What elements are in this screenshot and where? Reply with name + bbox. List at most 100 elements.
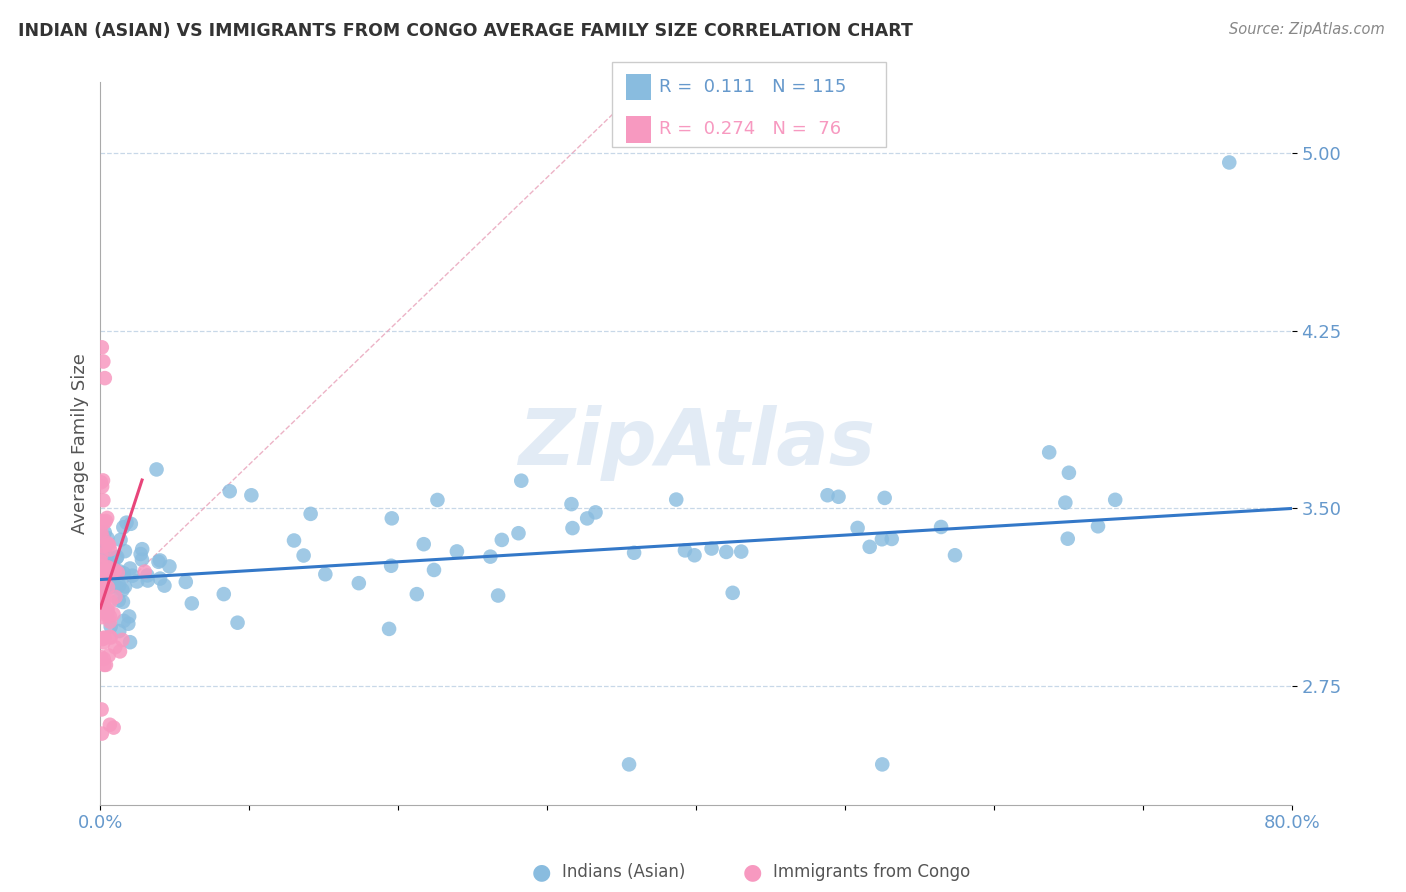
Point [94, 371, 117, 385]
Point [423, 563, 446, 577]
Point [89, 514, 111, 528]
Point [1038, 445, 1060, 459]
Point [104, 640, 127, 655]
Point [93, 574, 115, 589]
Point [665, 492, 688, 507]
Point [101, 567, 124, 582]
Point [212, 587, 235, 601]
Text: R =  0.111   N = 115: R = 0.111 N = 115 [659, 78, 846, 95]
Point [226, 615, 249, 630]
Point [91, 571, 114, 585]
Point [107, 566, 129, 580]
Point [103, 561, 125, 575]
Point [105, 550, 128, 565]
Point [93, 652, 115, 666]
Point [93, 576, 115, 591]
Point [91, 591, 114, 605]
Point [510, 474, 533, 488]
Point [91, 546, 114, 560]
Point [103, 607, 125, 621]
Point [149, 553, 172, 567]
Point [96, 549, 118, 563]
Point [240, 488, 263, 502]
Point [104, 579, 127, 593]
Point [90, 516, 112, 531]
Point [90, 524, 112, 539]
Point [103, 721, 125, 735]
Point [115, 516, 138, 530]
Point [108, 644, 131, 658]
Point [100, 594, 122, 608]
Point [91, 569, 114, 583]
Point [103, 569, 125, 583]
Point [283, 533, 305, 548]
Point [98, 564, 121, 578]
Text: ●: ● [742, 863, 762, 882]
Point [929, 520, 952, 534]
Point [93, 563, 115, 577]
Point [93, 493, 115, 508]
Point [91, 539, 114, 553]
Point [96, 536, 118, 550]
Point [90, 475, 112, 490]
Point [136, 574, 159, 588]
Point [91, 598, 114, 612]
Point [96, 605, 118, 619]
Point [93, 657, 115, 672]
Point [90, 650, 112, 665]
Point [1087, 519, 1109, 533]
Point [90, 548, 112, 562]
Point [159, 559, 181, 574]
Point [136, 568, 159, 582]
Point [111, 583, 134, 598]
Point [131, 552, 153, 566]
Point [118, 609, 141, 624]
Point [93, 516, 115, 530]
Point [90, 559, 112, 574]
Point [98, 718, 121, 732]
Point [114, 544, 136, 558]
Point [117, 616, 139, 631]
Point [617, 757, 640, 772]
Point [145, 462, 167, 476]
Point [673, 543, 696, 558]
Point [118, 635, 141, 649]
Point [108, 624, 131, 638]
Text: R =  0.274   N =  76: R = 0.274 N = 76 [659, 120, 842, 138]
Point [405, 587, 427, 601]
Point [943, 548, 966, 562]
Point [98, 615, 121, 629]
Point [93, 573, 115, 587]
Point [846, 521, 869, 535]
Point [683, 548, 706, 562]
Point [108, 578, 131, 592]
Point [101, 558, 124, 573]
Point [380, 558, 402, 573]
Point [91, 592, 114, 607]
Point [90, 555, 112, 569]
Point [121, 568, 143, 582]
Point [101, 566, 124, 581]
Point [93, 591, 115, 606]
Point [90, 593, 112, 607]
Point [89, 591, 111, 605]
Point [127, 574, 149, 589]
Point [149, 572, 172, 586]
Point [174, 574, 197, 589]
Point [1056, 532, 1078, 546]
Point [129, 547, 152, 561]
Point [721, 586, 744, 600]
Point [1054, 495, 1077, 509]
Point [870, 533, 893, 547]
Point [104, 563, 127, 577]
Point [93, 631, 115, 645]
Point [91, 480, 114, 494]
Point [97, 603, 120, 617]
Point [134, 565, 156, 579]
Point [100, 573, 122, 587]
Point [100, 631, 122, 645]
Point [1104, 492, 1126, 507]
Point [94, 514, 117, 528]
Point [218, 484, 240, 499]
Point [180, 596, 202, 610]
